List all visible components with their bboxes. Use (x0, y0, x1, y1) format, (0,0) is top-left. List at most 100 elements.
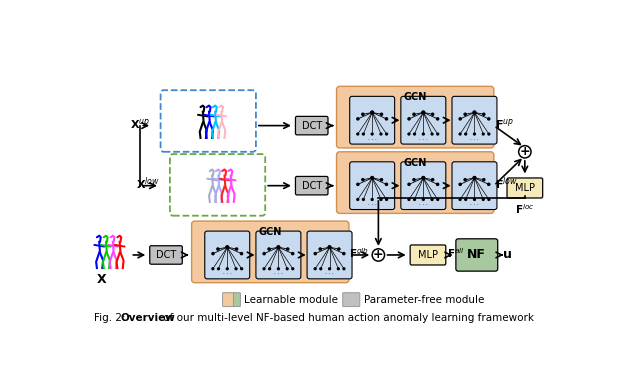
Text: $\mathbf{X}^{up}$: $\mathbf{X}^{up}$ (129, 117, 150, 131)
FancyBboxPatch shape (307, 231, 352, 279)
Circle shape (483, 113, 485, 115)
Circle shape (431, 179, 434, 181)
Circle shape (362, 179, 364, 181)
Text: GCN: GCN (403, 158, 427, 168)
Circle shape (263, 268, 265, 270)
Circle shape (287, 248, 289, 250)
Circle shape (217, 248, 219, 250)
Text: $\mathbf{X}$: $\mathbf{X}$ (96, 273, 108, 286)
Circle shape (488, 118, 490, 120)
Text: · · ·: · · · (419, 202, 428, 207)
Circle shape (357, 198, 358, 200)
Text: · · ·: · · · (368, 202, 376, 207)
Circle shape (319, 248, 321, 250)
Circle shape (357, 133, 358, 135)
FancyBboxPatch shape (161, 90, 256, 152)
Circle shape (422, 133, 424, 135)
Text: $\mathbf{F}^{loc}$: $\mathbf{F}^{loc}$ (515, 203, 534, 216)
Circle shape (328, 268, 330, 270)
Text: $\mathbf{F}^{up}$: $\mathbf{F}^{up}$ (495, 117, 514, 131)
Circle shape (269, 268, 271, 270)
Circle shape (343, 253, 345, 255)
Text: +: + (373, 248, 384, 261)
Circle shape (474, 177, 476, 179)
Circle shape (226, 246, 228, 248)
Circle shape (436, 118, 438, 120)
Circle shape (371, 112, 373, 113)
Circle shape (320, 268, 322, 270)
FancyBboxPatch shape (349, 162, 395, 210)
FancyBboxPatch shape (296, 116, 328, 135)
Circle shape (385, 183, 388, 185)
Text: +: + (520, 145, 530, 158)
FancyBboxPatch shape (349, 96, 395, 144)
Circle shape (277, 246, 280, 248)
Text: $\mathbf{F}^{all}$: $\mathbf{F}^{all}$ (447, 247, 464, 260)
Text: $\mathbf{F}^{low}$: $\mathbf{F}^{low}$ (495, 176, 518, 192)
Circle shape (292, 268, 294, 270)
Circle shape (362, 198, 364, 200)
Circle shape (286, 268, 288, 270)
Circle shape (408, 133, 410, 135)
Text: MLP: MLP (515, 183, 535, 193)
Circle shape (465, 133, 467, 135)
Circle shape (436, 183, 438, 185)
Circle shape (371, 198, 373, 200)
Circle shape (422, 177, 424, 179)
FancyBboxPatch shape (234, 293, 241, 307)
Circle shape (371, 111, 374, 114)
Circle shape (235, 268, 237, 270)
Circle shape (465, 198, 467, 200)
Circle shape (371, 177, 373, 179)
Text: $\mathbf{u}$: $\mathbf{u}$ (502, 248, 511, 261)
Circle shape (314, 268, 316, 270)
FancyBboxPatch shape (223, 293, 235, 307)
Circle shape (343, 268, 345, 270)
Circle shape (380, 113, 383, 115)
Circle shape (386, 133, 387, 135)
Circle shape (380, 198, 382, 200)
Circle shape (488, 133, 490, 135)
Circle shape (422, 111, 425, 114)
Circle shape (413, 198, 415, 200)
Circle shape (278, 268, 279, 270)
Circle shape (488, 183, 490, 185)
Text: GCN: GCN (259, 227, 282, 237)
Text: $\mathbf{F}^{glb}$: $\mathbf{F}^{glb}$ (349, 247, 369, 260)
Text: · · ·: · · · (368, 137, 376, 142)
Text: Overview: Overview (120, 313, 175, 323)
Circle shape (277, 246, 280, 248)
Circle shape (408, 183, 410, 185)
FancyBboxPatch shape (456, 239, 498, 271)
Circle shape (385, 118, 388, 120)
Circle shape (459, 118, 461, 120)
Circle shape (473, 111, 476, 114)
FancyBboxPatch shape (452, 96, 497, 144)
Text: · · ·: · · · (325, 272, 334, 276)
Text: · · ·: · · · (274, 272, 283, 276)
FancyBboxPatch shape (170, 154, 265, 216)
Circle shape (408, 118, 410, 120)
Text: GCN: GCN (403, 93, 427, 103)
Circle shape (431, 113, 434, 115)
FancyBboxPatch shape (410, 245, 446, 265)
Text: Fig. 2:: Fig. 2: (94, 313, 129, 323)
Text: DCT: DCT (301, 181, 322, 191)
Circle shape (212, 268, 214, 270)
Circle shape (459, 133, 461, 135)
Circle shape (380, 133, 382, 135)
Circle shape (413, 179, 415, 181)
Text: · · ·: · · · (470, 137, 479, 142)
Circle shape (328, 246, 331, 248)
Circle shape (459, 183, 461, 185)
Circle shape (413, 133, 415, 135)
Circle shape (328, 246, 331, 248)
Text: Parameter-free module: Parameter-free module (364, 295, 484, 305)
FancyBboxPatch shape (191, 221, 349, 283)
Circle shape (227, 268, 228, 270)
Text: of our multi-level NF-based human action anomaly learning framework: of our multi-level NF-based human action… (160, 313, 534, 323)
FancyBboxPatch shape (452, 162, 497, 210)
Circle shape (292, 253, 294, 255)
Circle shape (518, 145, 531, 158)
Circle shape (263, 253, 265, 255)
